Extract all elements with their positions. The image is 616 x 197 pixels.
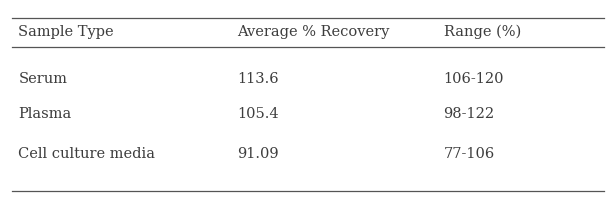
Text: 98-122: 98-122 [444,107,495,121]
Text: 77-106: 77-106 [444,147,495,161]
Text: Average % Recovery: Average % Recovery [237,24,389,39]
Text: Cell culture media: Cell culture media [18,147,155,161]
Text: 91.09: 91.09 [237,147,279,161]
Text: Plasma: Plasma [18,107,71,121]
Text: 106-120: 106-120 [444,72,504,86]
Text: Range (%): Range (%) [444,24,521,39]
Text: Sample Type: Sample Type [18,24,114,39]
Text: 113.6: 113.6 [237,72,279,86]
Text: Serum: Serum [18,72,68,86]
Text: 105.4: 105.4 [237,107,279,121]
